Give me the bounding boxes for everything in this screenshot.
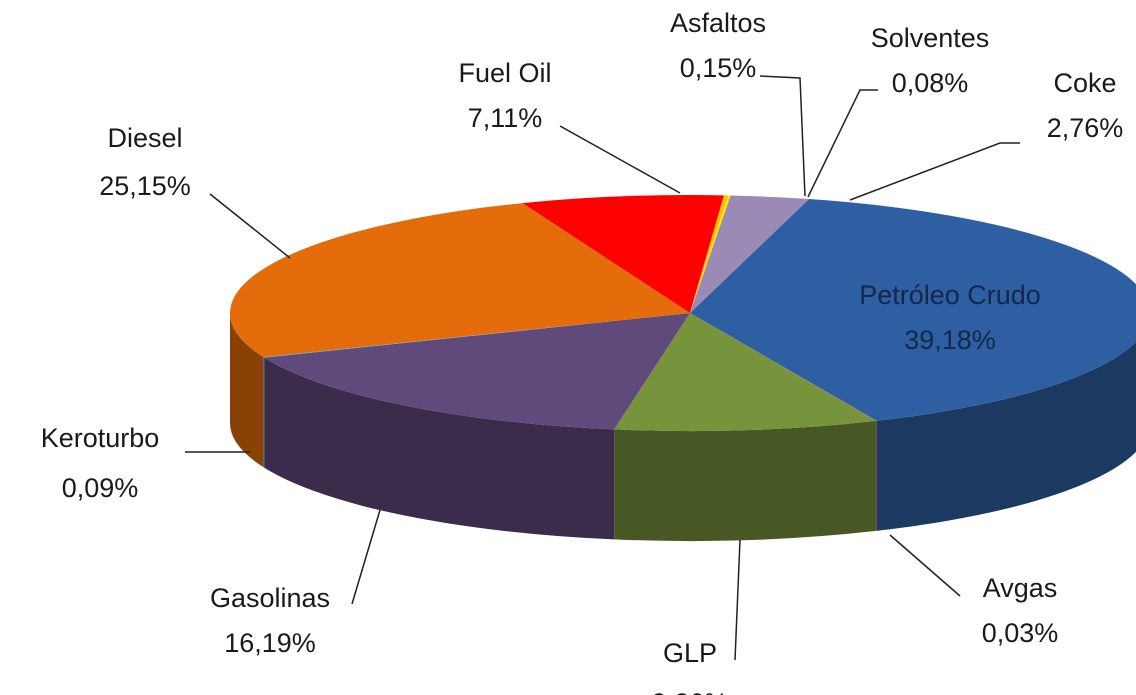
label-name: Asfaltos (670, 8, 766, 38)
label-value: 0,08% (892, 68, 969, 98)
slice-side (264, 357, 615, 540)
leader-line (351, 509, 381, 605)
label-name: Coke (1053, 68, 1116, 98)
slice (264, 313, 690, 430)
label-value: 0,03% (982, 618, 1059, 648)
label-name: Keroturbo (41, 423, 160, 453)
leader-line (889, 534, 961, 597)
label-value: 9,26% (652, 688, 729, 695)
label-name: Avgas (983, 573, 1058, 603)
leader-line (209, 193, 291, 259)
label-name: Fuel Oil (458, 58, 551, 88)
slice-side (230, 313, 264, 468)
label-name: Gasolinas (210, 583, 330, 613)
slice-side (263, 357, 265, 468)
slice (690, 313, 877, 421)
slice (690, 195, 810, 313)
slice-side (876, 341, 1136, 531)
slice (690, 195, 729, 313)
slice (614, 313, 876, 432)
leader-line (849, 142, 1020, 201)
leader-line (559, 125, 681, 194)
leader-line (734, 539, 741, 661)
label-value: 7,11% (468, 103, 543, 133)
label-value: 25,15% (99, 171, 191, 201)
label-value: 0,09% (62, 473, 139, 503)
slice-side (614, 420, 876, 542)
label-value: 16,19% (224, 628, 316, 658)
slice (522, 195, 724, 313)
label-value: 39,18% (904, 325, 996, 355)
label-name: Solventes (871, 23, 990, 53)
slice (690, 199, 1136, 421)
label-name: Diesel (107, 123, 182, 153)
label-name: GLP (663, 638, 717, 668)
leader-line (807, 89, 878, 198)
label-value: 0,15% (680, 53, 757, 83)
leader-line (759, 75, 806, 197)
slice (690, 195, 731, 313)
slice-side (875, 420, 877, 531)
slice (263, 313, 690, 358)
slice (229, 203, 691, 358)
label-name: Petróleo Crudo (859, 280, 1041, 310)
label-value: 2,76% (1047, 113, 1124, 143)
